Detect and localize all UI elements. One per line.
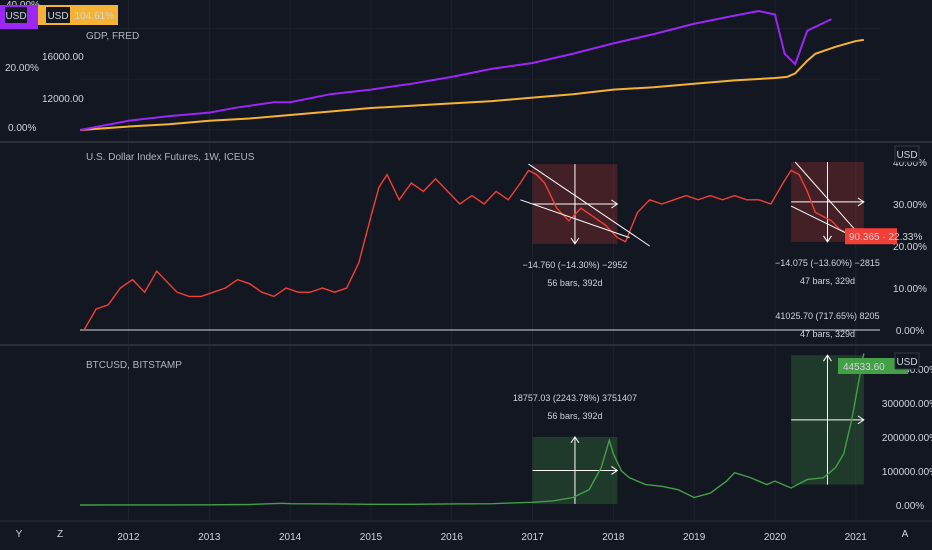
gdp-axis-tick: 0.00% [8,123,36,134]
dxy-title: U.S. Dollar Index Futures, 1W, ICEUS [86,152,255,163]
time-axis-tick: 2019 [683,532,706,543]
measure-arrow-up [823,354,832,362]
dxy-usd-label: USD [896,150,917,161]
measure-arrow-down [823,235,832,243]
measure-label: −14.075 (−13.60%) −2815 [775,258,880,268]
time-axis-tick: 2021 [845,532,868,543]
time-axis-tick: 2015 [360,532,383,543]
measure-arrow-right [857,415,865,425]
gdp-axis-tick: 20.00% [5,63,39,74]
btc-usd-badge [894,352,920,370]
dxy-price-label: 90.365 · 22.33% [849,232,922,243]
measure-arrow-right [611,466,619,475]
badge-orange-inner [46,7,70,23]
trend-line [520,199,630,239]
dxy-axis-tick: 30.00% [893,200,927,211]
badge-orange-value: 104.61% [75,11,115,22]
time-axis-tick: 2012 [117,532,140,543]
dxy-line [83,169,864,331]
measure-arrow-up [570,436,580,444]
dxy-axis-tick: 20.00% [893,242,927,253]
trend-line [794,161,865,241]
measure-bars-label: 56 bars, 392d [547,411,602,421]
gdp-value-tick: 12000.00 [42,94,84,105]
measure-bars-label: 47 bars, 329d [800,329,855,339]
gdp-title: GDP, FRED [86,31,139,42]
measure-label: 18757.03 (2243.78%) 3751407 [513,393,637,403]
time-axis-tick: 2016 [441,532,464,543]
measure-label: 41025.70 (717.65%) 8205 [775,311,879,321]
dxy-axis-tick: 0.00% [896,326,924,337]
dxy-price-badge [845,228,897,245]
measure-arrow-right [611,199,619,209]
btc-price-badge [838,358,908,374]
dxy-axis-tick: 40.00% [893,158,927,169]
btc-line [79,353,865,506]
btc-usd-label: USD [896,357,917,368]
axis-mode-a: A [902,529,909,540]
btc-axis-tick: 100000.00% [882,467,932,478]
badge-orange-label: USD [47,11,68,22]
badge-purple-label: USD [5,11,26,22]
measure-arrow-down [570,237,580,245]
btc-axis-tick: 200000.00% [882,433,932,444]
gdp-percent-line [79,10,832,131]
measure-bars-label: 47 bars, 329d [800,276,855,286]
dxy-usd-badge [894,145,920,163]
measure-label: −14.760 (−14.30%) −2952 [523,260,628,270]
gdp-value-tick: 16000.00 [42,52,84,63]
btc-axis-tick: 300000.00% [882,399,932,410]
badge-purple-inner [5,7,27,23]
btc-price-label: 44533.60 [843,362,885,373]
axis-mode-z: Z [57,529,63,540]
time-axis-tick: 2020 [764,532,787,543]
time-axis-tick: 2014 [279,532,302,543]
axis-mode-y: Y [16,529,23,540]
time-axis-tick: 2013 [198,532,221,543]
btc-title: BTCUSD, BITSTAMP [86,360,182,371]
time-axis-tick: 2018 [602,532,625,543]
gdp-line [79,38,864,131]
measure-arrow-right [857,197,865,207]
measure-bars-label: 56 bars, 392d [547,278,602,288]
time-axis-tick: 2017 [521,532,544,543]
btc-axis-tick: 0.00% [896,501,924,512]
trend-line [528,163,650,247]
dxy-axis-tick: 10.00% [893,284,927,295]
